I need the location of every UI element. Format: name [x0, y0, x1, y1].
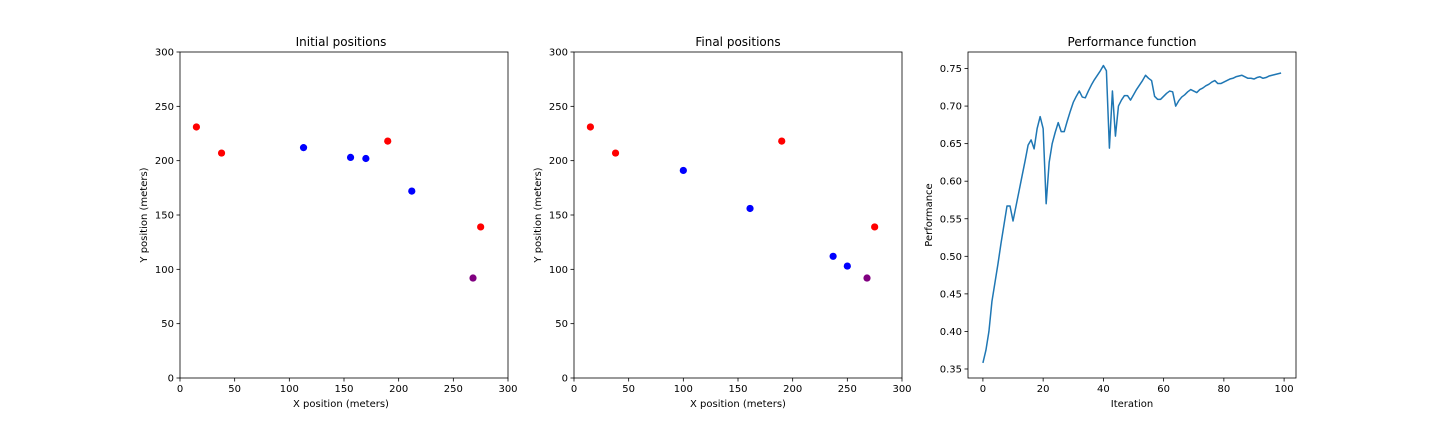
plot-frame — [967, 51, 1297, 379]
x-tick-label: 200 — [389, 384, 408, 395]
scatter-point — [746, 204, 754, 213]
y-tick-label: 0 — [562, 374, 568, 385]
y-tick-label: 0.45 — [940, 289, 962, 300]
x-tick-label: 300 — [498, 384, 517, 395]
y-tick-label: 0.35 — [940, 364, 962, 375]
x-axis-label: Iteration — [1111, 399, 1153, 410]
scatter-point — [346, 153, 355, 162]
x-tick-label: 0 — [571, 384, 577, 395]
y-tick-label: 250 — [155, 102, 174, 113]
y-tick-label: 0 — [168, 374, 174, 385]
scatter-point — [778, 137, 786, 145]
scatter-point — [299, 144, 308, 152]
axes-initial-positions: Initial positions X position (meters) Y … — [139, 35, 518, 410]
x-axis-label: X position (meters) — [293, 399, 389, 410]
x-tick-label: 60 — [1157, 384, 1170, 395]
y-tick-label: 300 — [549, 48, 568, 59]
scatter-point — [362, 154, 370, 163]
y-axis-label: Y position (meters) — [139, 167, 150, 263]
x-tick-label: 40 — [1097, 384, 1110, 395]
x-tick-label: 100 — [280, 384, 299, 395]
scatter-point — [679, 166, 687, 175]
scatter-point — [408, 187, 416, 195]
scatter-point — [871, 223, 879, 231]
chart-title: Performance function — [1068, 35, 1197, 49]
y-axis-label: Performance — [924, 183, 935, 246]
scatter-point — [863, 274, 871, 282]
y-tick-label: 0.75 — [940, 64, 962, 75]
series-line — [982, 64, 1282, 364]
scatter-point — [192, 123, 200, 131]
x-tick-label: 20 — [1037, 384, 1050, 395]
y-tick-label: 200 — [549, 156, 568, 167]
plot-frame — [573, 51, 903, 379]
axes-final-positions: Final positions X position (meters) Y po… — [533, 35, 912, 410]
y-tick-label: 50 — [555, 319, 568, 330]
scatter-point — [217, 149, 226, 157]
x-tick-label: 0 — [980, 384, 986, 395]
x-tick-label: 100 — [674, 384, 693, 395]
x-tick-label: 250 — [838, 384, 857, 395]
x-tick-label: 300 — [892, 384, 911, 395]
y-tick-label: 0.60 — [940, 177, 962, 188]
scatter-point — [586, 123, 595, 131]
scatter-point — [829, 252, 837, 260]
plot-frame — [179, 51, 509, 379]
scatter-point — [843, 262, 851, 270]
y-tick-label: 150 — [155, 211, 174, 222]
y-tick-label: 300 — [155, 48, 174, 59]
y-tick-label: 250 — [549, 102, 568, 113]
scatter-point — [469, 274, 477, 282]
y-tick-label: 0.40 — [940, 327, 962, 338]
chart-title: Final positions — [695, 35, 780, 49]
y-axis-label: Y position (meters) — [533, 167, 544, 263]
x-tick-label: 80 — [1217, 384, 1230, 395]
scatter-point — [611, 149, 620, 157]
scatter-point — [477, 223, 485, 231]
y-tick-label: 100 — [155, 265, 174, 276]
axes-performance-function: Performance function Iteration Performan… — [924, 35, 1297, 410]
x-tick-label: 150 — [728, 384, 747, 395]
y-tick-label: 0.55 — [940, 214, 962, 225]
y-tick-label: 200 — [155, 156, 174, 167]
y-tick-label: 100 — [549, 265, 568, 276]
x-tick-label: 50 — [228, 384, 241, 395]
y-tick-label: 150 — [549, 211, 568, 222]
x-tick-label: 50 — [622, 384, 635, 395]
y-tick-label: 0.70 — [940, 102, 962, 113]
x-tick-label: 0 — [177, 384, 183, 395]
x-tick-label: 100 — [1275, 384, 1294, 395]
x-tick-label: 150 — [334, 384, 353, 395]
y-tick-label: 0.50 — [940, 252, 962, 263]
x-axis-label: X position (meters) — [690, 399, 786, 410]
x-tick-label: 250 — [444, 384, 463, 395]
y-tick-label: 0.65 — [940, 139, 962, 150]
x-tick-label: 200 — [783, 384, 802, 395]
scatter-point — [384, 137, 392, 145]
y-tick-label: 50 — [161, 319, 174, 330]
chart-title: Initial positions — [296, 35, 387, 49]
